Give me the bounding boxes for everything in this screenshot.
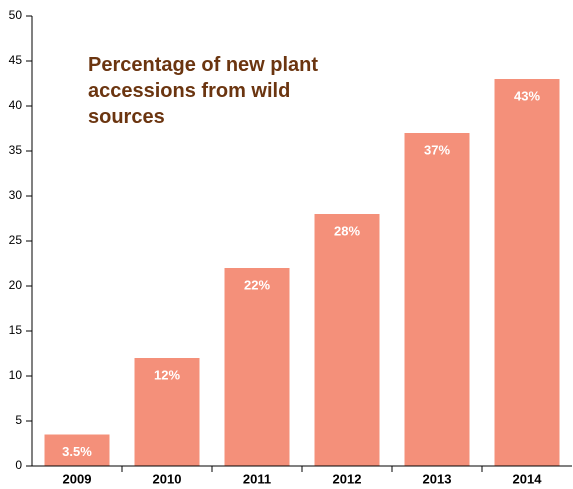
value-label: 37% [424, 142, 450, 157]
x-tick-label: 2009 [63, 471, 92, 486]
value-label: 22% [244, 277, 270, 292]
y-tick-label: 35 [9, 143, 23, 157]
y-tick-label: 15 [9, 323, 23, 337]
chart-title: Percentage of new plant accessions from … [88, 54, 319, 128]
bar [224, 268, 290, 466]
y-tick-label: 50 [9, 8, 23, 22]
y-tick-label: 45 [9, 53, 23, 67]
bar [44, 434, 110, 466]
x-tick-label: 2014 [513, 471, 543, 486]
y-tick-label: 30 [9, 188, 23, 202]
y-tick-label: 20 [9, 278, 23, 292]
y-tick-label: 5 [15, 413, 22, 427]
bar [314, 214, 380, 466]
x-tick-label: 2013 [423, 471, 452, 486]
y-tick-label: 25 [9, 233, 23, 247]
bar [134, 358, 200, 466]
x-tick-label: 2011 [243, 471, 271, 486]
value-label: 3.5% [62, 444, 92, 459]
value-label: 28% [334, 223, 360, 238]
x-tick-label: 2012 [333, 471, 362, 486]
bar [404, 133, 470, 466]
value-label: 43% [514, 88, 540, 103]
bar [494, 79, 560, 466]
y-tick-label: 0 [15, 458, 22, 472]
y-tick-label: 40 [9, 98, 23, 112]
value-label: 12% [154, 367, 180, 382]
y-tick-label: 10 [9, 368, 23, 382]
x-tick-label: 2010 [153, 471, 182, 486]
